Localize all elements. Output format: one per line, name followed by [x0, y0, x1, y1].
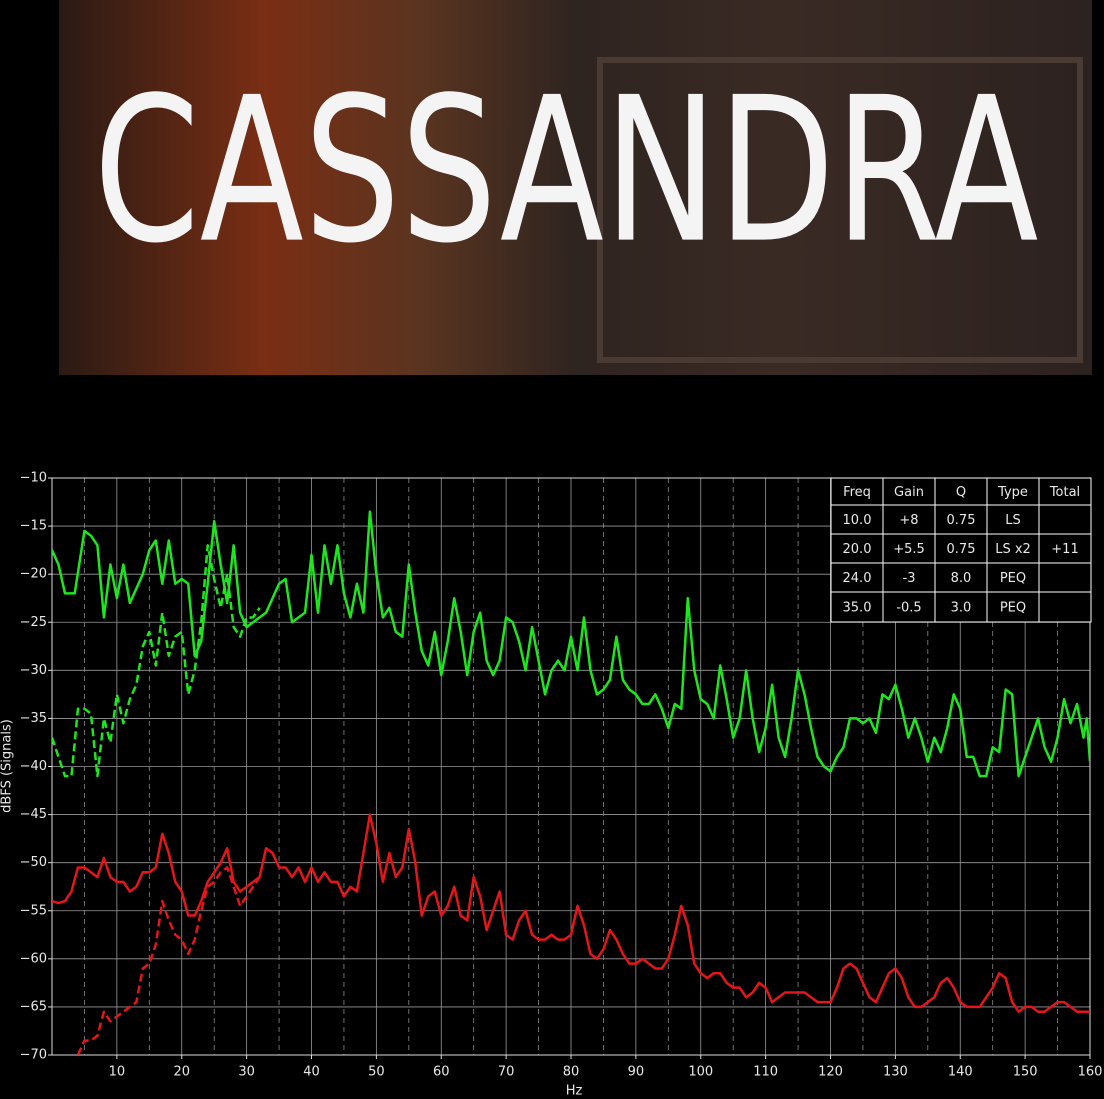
x-tick-label: 60 — [433, 1065, 450, 1080]
y-tick-label: −15 — [20, 519, 47, 534]
x-tick-label: 70 — [498, 1065, 515, 1080]
table-header: Freq — [843, 485, 871, 500]
table-value: PEQ — [1000, 571, 1026, 586]
series-line — [52, 544, 261, 778]
y-tick-label: −70 — [20, 1048, 47, 1063]
y-tick-label: −30 — [20, 663, 47, 678]
x-tick-label: 30 — [238, 1065, 255, 1080]
table-value: 8.0 — [951, 571, 972, 586]
series-line — [76, 866, 261, 1055]
table-value: 35.0 — [843, 601, 872, 616]
table-header: Gain — [894, 485, 924, 500]
settings-table: Freq Gain Q Type Total 10.0 +8 0.75 LS 20.0 +5.5 0.… — [830, 477, 1092, 623]
x-tick-label: 90 — [628, 1065, 645, 1080]
y-tick-label: −50 — [20, 855, 47, 870]
x-tick-label: 80 — [563, 1065, 580, 1080]
table-header: Total — [1049, 485, 1080, 500]
y-tick-label: −20 — [20, 567, 47, 582]
table-value: PEQ — [1000, 601, 1026, 616]
y-tick-label: −45 — [20, 807, 47, 822]
x-tick-label: 20 — [173, 1065, 190, 1080]
table-value: +5.5 — [893, 542, 925, 557]
table-value: +8 — [899, 513, 918, 528]
table-cell — [1038, 591, 1092, 623]
y-tick-label: −60 — [20, 951, 47, 966]
x-tick-label: 150 — [1013, 1065, 1038, 1080]
y-tick-label: −40 — [20, 759, 47, 774]
x-axis-label: Hz — [566, 1084, 583, 1099]
table-value: -0.5 — [896, 601, 921, 616]
x-tick-label: 40 — [303, 1065, 320, 1080]
y-tick-label: −65 — [20, 999, 47, 1014]
table-bg — [830, 477, 1092, 623]
table-value: 10.0 — [843, 513, 872, 528]
x-tick-label: 50 — [368, 1065, 385, 1080]
table-value: 0.75 — [947, 513, 976, 528]
table-header: Q — [956, 485, 966, 500]
y-tick-label: −25 — [20, 615, 47, 630]
x-tick-label: 140 — [948, 1065, 973, 1080]
x-tick-label: 110 — [753, 1065, 778, 1080]
table-value: 3.0 — [951, 601, 972, 616]
plot-frame — [51, 477, 1091, 1056]
table-value: LS — [1005, 513, 1021, 528]
series-line — [52, 813, 1090, 1013]
y-axis-label: dBFS (Signals) — [0, 719, 15, 813]
table-value: 0.75 — [947, 542, 976, 557]
x-tick-label: 100 — [688, 1065, 713, 1080]
table-value: -3 — [903, 571, 916, 586]
table-value: +11 — [1051, 542, 1078, 557]
series-line — [52, 510, 1090, 778]
x-tick-label: 130 — [883, 1065, 908, 1080]
y-tick-label: −35 — [20, 711, 47, 726]
y-tick-label: −55 — [20, 903, 47, 918]
table-value: LS x2 — [995, 542, 1031, 557]
y-tick-label: −10 — [20, 471, 47, 486]
x-tick-label: 160 — [1078, 1065, 1103, 1080]
table-value: 20.0 — [843, 542, 872, 557]
x-tick-label: 120 — [818, 1065, 843, 1080]
x-tick-label: 10 — [109, 1065, 126, 1080]
poster-title: CASSANDRA — [94, 55, 1039, 288]
poster-window — [597, 57, 1083, 363]
table-value: 24.0 — [843, 571, 872, 586]
table-header: Type — [997, 485, 1028, 500]
